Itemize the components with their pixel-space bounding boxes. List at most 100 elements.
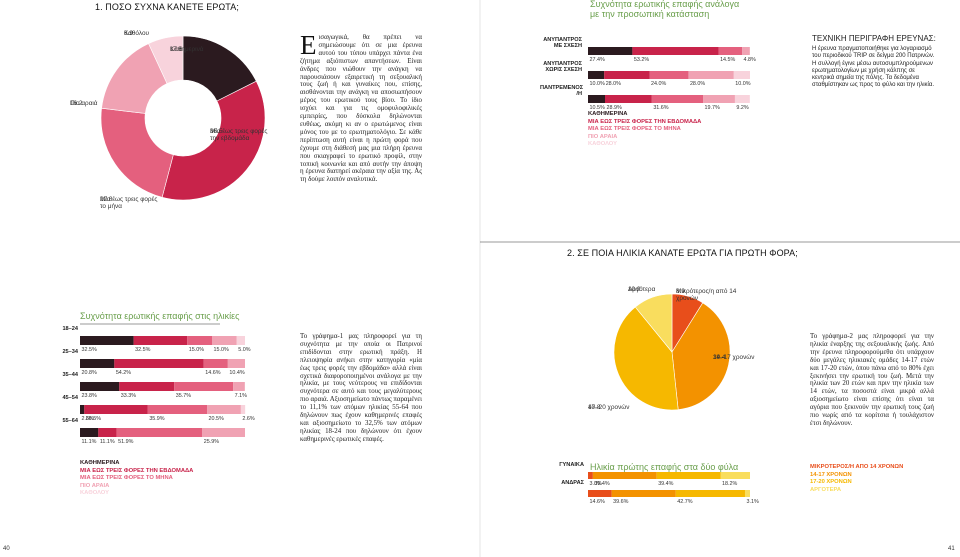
bar-segment [605, 95, 652, 103]
bar-segment [227, 359, 245, 368]
bar-segment [147, 405, 208, 414]
value-label: 39.4% [594, 481, 609, 487]
value-label: 18.2% [722, 481, 737, 487]
legend-entry: ΚΑΘΟΛΟΥ [80, 490, 110, 496]
bar-segment [119, 382, 175, 391]
value-label: 2.6% [242, 416, 254, 422]
value-label: 25.9% [204, 439, 219, 445]
bar-segment [718, 47, 743, 55]
bar-segment [236, 336, 245, 345]
legend-entry: 17-20 ΧΡΟΝΩΝ [810, 479, 852, 485]
value-label: 24.0% [651, 81, 666, 87]
legend-entry: ΜΙΑ ΕΩΣ ΤΡΕΙΣ ΦΟΡΕΣ ΤΟ ΜΗΝΑ [80, 475, 173, 481]
value-label: 14.5% [720, 57, 735, 63]
section-title: 1. ΠΟΣΟ ΣΥΧΝΑ ΚΑΝΕΤΕ ΕΡΩΤΑ; [95, 2, 239, 12]
value-label: 31.6% [653, 105, 668, 111]
bar-segment [588, 71, 605, 79]
technical-text: Η έρευνα πραγματοποιήθηκε για λογαριασμό… [812, 46, 935, 89]
category-label: Καθόλου [124, 30, 150, 37]
bar-segment [734, 95, 750, 103]
bar-segment [703, 95, 735, 103]
value-label: 17.6 [170, 46, 183, 53]
category-label: Πιο αραιά [70, 100, 98, 107]
value-label: 2.6% [82, 416, 94, 422]
row-label: ΓΥΝΑΙΚΑ [559, 462, 584, 468]
value-label: 4.8% [744, 57, 756, 63]
row-label: 18–24 [62, 326, 78, 332]
category-label: 17–20 χρονών [588, 404, 630, 411]
value-label: 10.4% [229, 370, 244, 376]
value-label: 5.0% [238, 347, 250, 353]
chart-title: Ηλικία πρώτης επαφής στα δύο φύλα [590, 462, 739, 472]
bar-segment [744, 490, 750, 497]
row-label: 45–54 [62, 395, 78, 401]
bar-segment [207, 405, 241, 414]
value-label: 9.2% [736, 105, 748, 111]
bar-segment [688, 71, 734, 79]
row-label: 55–64 [62, 418, 78, 424]
value-label: 51.9% [118, 439, 133, 445]
row-label: ΑΝΥΠΑΝΤΡΟΣ ΧΩΡΙΣ ΣΧΕΣΗ [543, 61, 582, 74]
bar-segment [80, 359, 115, 368]
category-label: 14–17 χρονών [713, 354, 755, 361]
bar-segment [675, 490, 745, 497]
bar-segment [651, 95, 704, 103]
bar-segment [588, 490, 612, 497]
row-label: 25–34 [62, 349, 78, 355]
value-label: 20.8% [82, 370, 97, 376]
value-label: 15.0% [214, 347, 229, 353]
bar-segment [588, 472, 593, 479]
pie-slice [161, 80, 266, 201]
value-label: 38.5% [86, 416, 101, 422]
pie-slice [613, 306, 679, 411]
bar-segment [116, 428, 203, 437]
value-label: 42.7% [677, 499, 692, 505]
pie-slice [100, 107, 174, 198]
ages-paragraph: Το γράφημα-1 μας πληροφορεί για τη συχνό… [300, 333, 422, 443]
bar-segment [80, 382, 120, 391]
legend-entry: ΚΑΘΗΜΕΡΙΝΑ [588, 111, 628, 117]
value-label: 15.0% [189, 347, 204, 353]
intro-paragraph: Εισαγωγικά, θα πρέπει να σημειώσουμε ότι… [300, 30, 422, 184]
value-label: 39.6% [613, 499, 628, 505]
bar-segment [187, 336, 212, 345]
category-label: Αργότερα [628, 286, 656, 293]
page-number: 40 [3, 546, 10, 552]
legend-entry: ΜΙΚΡΟΤΕΡΟΣ/Η ΑΠΟ 14 ΧΡΟΝΩΝ [810, 464, 904, 470]
value-label: 20.5% [209, 416, 224, 422]
bar-segment [742, 47, 750, 55]
bar-segment [133, 336, 188, 345]
value-label: 22.8 [100, 196, 113, 203]
value-label: 14.6% [590, 499, 605, 505]
legend-entry: ΚΑΘΟΛΟΥ [588, 141, 618, 147]
category-label: Μία έως τρεις φορές την εβδομάδα [210, 128, 268, 143]
bar-segment [212, 336, 237, 345]
value-label: 19.7% [705, 105, 720, 111]
value-label: 11.1% [82, 439, 97, 445]
value-label: 7.1% [235, 393, 247, 399]
chart-title: Συχνότητα ερωτικής επαφής στις ηλικίες [80, 311, 240, 321]
value-label: 40.8 [588, 404, 601, 411]
bar-segment [649, 71, 689, 79]
row-label: 35–44 [62, 372, 78, 378]
value-label: 39.4 [713, 354, 726, 361]
value-label: 10.9 [628, 286, 641, 293]
section2-paragraph: Το γράφημα-2 μας πληροφορεί για την ηλικ… [810, 333, 934, 427]
value-label: 39.4% [658, 481, 673, 487]
value-label: 11.1% [100, 439, 115, 445]
pie-slice [671, 302, 731, 410]
pie-slice [634, 293, 673, 353]
value-label: 35.9% [149, 416, 164, 422]
page-number: 41 [948, 546, 955, 552]
bar-segment [174, 382, 234, 391]
legend-entry: ΠΙΟ ΑΡΑΙΑ [80, 482, 110, 489]
value-label: 53.2% [634, 57, 649, 63]
value-label: 35.7% [176, 393, 191, 399]
row-label: ΑΝΥΠΑΝΤΡΟΣ ΜΕ ΣΧΕΣΗ [543, 37, 582, 50]
bar-segment [592, 472, 657, 479]
bar-segment [233, 382, 245, 391]
bar-segment [604, 71, 650, 79]
category-label: Μικρότερος/η από 14 χρονών [676, 288, 737, 303]
